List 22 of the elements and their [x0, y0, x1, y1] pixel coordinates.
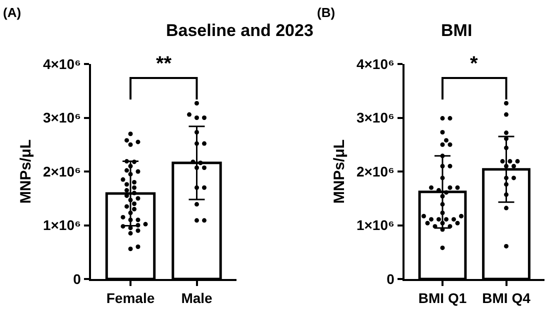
annotation: * — [470, 53, 478, 75]
y-axis-title: MNPs/μL — [331, 139, 348, 204]
y-tick-label: 1×10⁶ — [356, 217, 394, 234]
y-tick-label: 4×10⁶ — [42, 56, 81, 72]
annotation: ** — [156, 53, 172, 75]
y-axis-title: MNPs/μL — [18, 139, 35, 204]
y-tick-label: 3×10⁶ — [42, 110, 81, 126]
text: (A) — [3, 5, 22, 20]
x-tick-label: Female — [106, 290, 155, 306]
y-tick-label: 2×10⁶ — [356, 163, 394, 180]
y-tick-label: 1×10⁶ — [42, 217, 81, 234]
y-tick-label: 4×10⁶ — [356, 56, 394, 72]
x-tick-label: BMI Q1 — [418, 290, 467, 306]
chart-title: Baseline and 2023 — [166, 21, 314, 40]
x-tick-label: BMI Q4 — [482, 290, 531, 306]
y-tick-label: 2×10⁶ — [42, 163, 81, 180]
y-tick-label: 0 — [386, 270, 395, 287]
y-tick-label: 0 — [73, 270, 82, 287]
y-tick-label: 3×10⁶ — [356, 110, 394, 126]
chart-title: BMI — [441, 21, 472, 40]
x-tick-label: Male — [181, 290, 213, 306]
text: (B) — [317, 5, 336, 20]
